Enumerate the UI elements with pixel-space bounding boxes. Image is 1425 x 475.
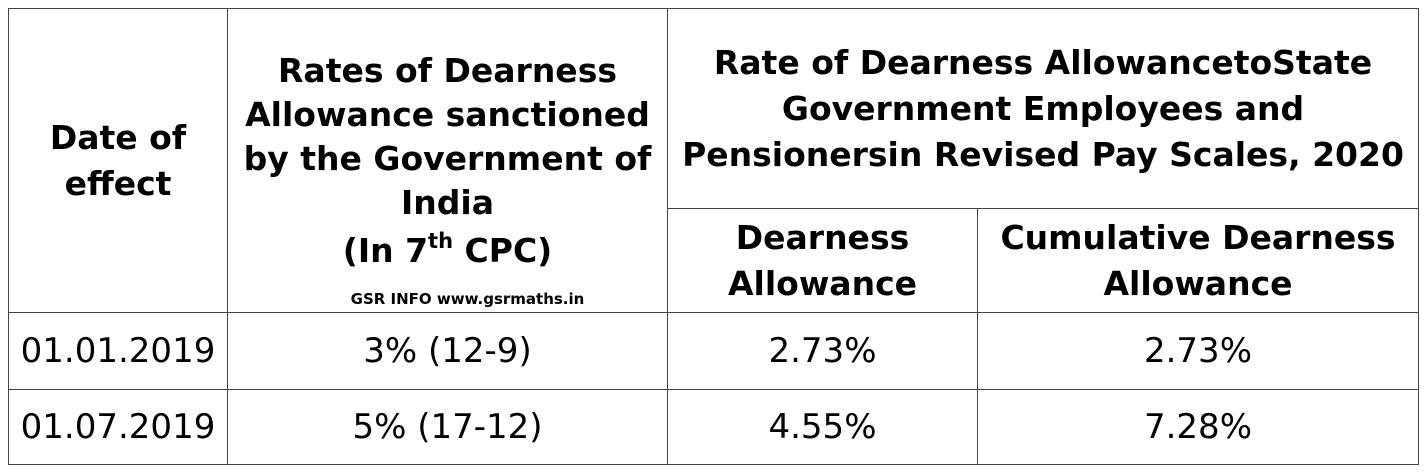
date-cell: 01.01.2019 — [8, 312, 228, 390]
cpc-prefix: (In 7 — [342, 230, 429, 270]
table-row: 01.01.2019 3% (12-9) 2.73% 2.73% — [8, 312, 1419, 390]
cumulative-cell: 2.73% — [977, 312, 1419, 390]
header-row: Date of effect Rates of Dearness Allowan… — [8, 8, 1419, 313]
cpc-superscript: th — [428, 228, 454, 253]
watermark-text: GSR INFO www.gsrmaths.in — [350, 290, 585, 308]
date-cell: 01.07.2019 — [8, 389, 228, 465]
cumulative-dearness-allowance-header: Cumulative Dearness Allowance — [977, 208, 1419, 313]
da-cell: 4.55% — [667, 389, 978, 465]
cpc-label: (In 7th CPC) — [234, 229, 661, 273]
goi-rate-cell: 5% (17-12) — [227, 389, 668, 465]
date-of-effect-header: Date of effect — [8, 8, 228, 313]
cpc-suffix: CPC) — [453, 230, 553, 270]
state-rate-header: Rate of Dearness AllowancetoState Govern… — [667, 8, 1419, 209]
goi-rate-cell: 3% (12-9) — [227, 312, 668, 390]
goi-rates-header-text: Rates of Dearness Allowance sanctioned b… — [243, 50, 652, 222]
table-row: 01.07.2019 5% (17-12) 4.55% 7.28% — [8, 389, 1419, 465]
dearness-allowance-header: Dearness Allowance — [667, 208, 978, 313]
cumulative-cell: 7.28% — [977, 389, 1419, 465]
goi-rates-header: Rates of Dearness Allowance sanctioned b… — [227, 8, 668, 313]
da-cell: 2.73% — [667, 312, 978, 390]
dearness-allowance-table: Date of effect Rates of Dearness Allowan… — [8, 8, 1419, 465]
